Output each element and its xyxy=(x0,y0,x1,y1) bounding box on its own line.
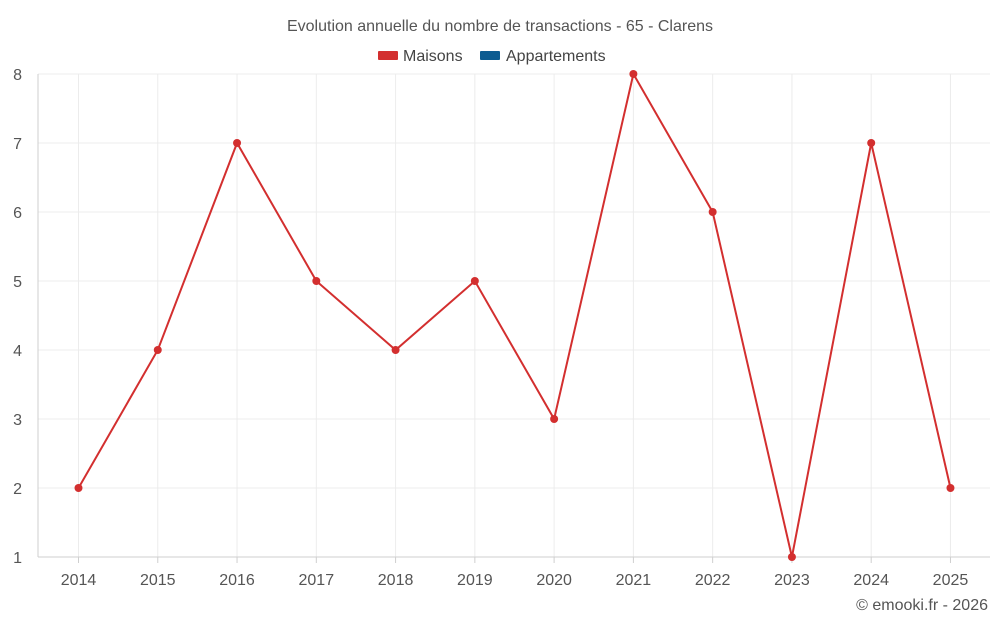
x-tick-label: 2015 xyxy=(140,572,176,589)
axes xyxy=(37,74,990,563)
legend-item-maisons[interactable]: Maisons xyxy=(378,48,463,65)
data-point-maisons[interactable] xyxy=(550,415,559,423)
data-point-maisons[interactable] xyxy=(629,70,638,78)
data-point-maisons[interactable] xyxy=(153,346,162,354)
legend-swatch-maisons xyxy=(378,51,398,60)
legend-label-maisons: Maisons xyxy=(403,48,463,65)
x-tick-label: 2016 xyxy=(219,572,255,589)
x-tick-label: 2019 xyxy=(457,572,493,589)
legend-swatch-appartements xyxy=(480,51,500,60)
y-tick-label: 2 xyxy=(13,481,22,498)
x-tick-label: 2014 xyxy=(61,572,97,589)
gridlines xyxy=(38,73,990,557)
data-point-maisons[interactable] xyxy=(312,277,321,285)
data-point-maisons[interactable] xyxy=(946,484,955,492)
data-point-maisons[interactable] xyxy=(233,139,242,147)
y-tick-label: 6 xyxy=(13,205,22,222)
x-tick-label: 2023 xyxy=(774,572,810,589)
y-tick-label: 7 xyxy=(13,136,22,153)
y-tick-labels: 1 2 3 4 5 6 7 8 xyxy=(13,67,22,567)
y-tick-label: 8 xyxy=(13,67,22,84)
x-tick-label: 2024 xyxy=(853,572,889,589)
legend: Maisons Appartements xyxy=(378,48,606,65)
data-point-maisons[interactable] xyxy=(867,139,876,147)
y-tick-label: 5 xyxy=(13,274,22,291)
data-point-maisons[interactable] xyxy=(470,277,479,285)
data-point-maisons[interactable] xyxy=(787,553,796,561)
credit-text: © emooki.fr - 2026 xyxy=(856,597,988,614)
x-tick-label: 2022 xyxy=(695,572,731,589)
data-point-maisons[interactable] xyxy=(74,484,83,492)
x-tick-labels: 2014 2015 2016 2017 2018 2019 2020 2021 2022 2023… xyxy=(61,572,969,589)
x-tick-label: 2021 xyxy=(616,572,652,589)
y-tick-label: 1 xyxy=(13,550,22,567)
series-line-maisons xyxy=(77,71,952,558)
x-tick-label: 2017 xyxy=(299,572,335,589)
x-tick-label: 2025 xyxy=(933,572,969,589)
y-tick-label: 4 xyxy=(13,343,22,360)
x-tick-label: 2018 xyxy=(378,572,414,589)
chart-title: Evolution annuelle du nombre de transact… xyxy=(287,18,713,35)
y-tick-label: 3 xyxy=(13,412,22,429)
legend-item-appartements[interactable]: Appartements xyxy=(480,48,606,65)
data-point-maisons[interactable] xyxy=(391,346,400,354)
series xyxy=(74,70,955,561)
x-tick-label: 2020 xyxy=(536,572,572,589)
legend-label-appartements: Appartements xyxy=(506,48,606,65)
data-point-maisons[interactable] xyxy=(708,208,717,216)
